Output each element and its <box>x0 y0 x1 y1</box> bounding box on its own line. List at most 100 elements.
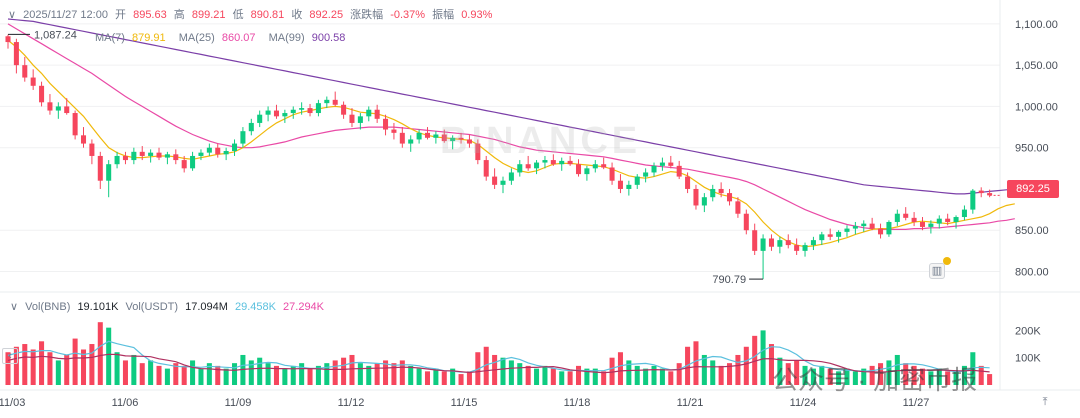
volume-bar <box>676 363 682 385</box>
ma25-line <box>7 23 1015 230</box>
volume-bar <box>500 357 506 385</box>
candle-body <box>827 234 833 237</box>
candle-body <box>173 154 179 161</box>
candle-body <box>341 104 347 115</box>
candle-body <box>290 109 296 114</box>
candle-body <box>39 85 45 103</box>
volume-bar <box>659 368 665 385</box>
open-value: 895.63 <box>133 9 167 21</box>
volume-bar <box>819 365 825 385</box>
volume-bar <box>106 327 112 385</box>
time-tick-label: 11/27 <box>903 397 930 409</box>
volume-bar <box>89 344 95 385</box>
candle-body <box>64 106 70 114</box>
mini-chart-icon[interactable]: ▥ <box>929 263 945 279</box>
volume-legend-row: ∨ Vol(BNB) 19.101K Vol(USDT) 17.094M 29.… <box>10 300 328 313</box>
candle-body <box>651 165 657 173</box>
candle-body <box>693 188 699 206</box>
volume-bar <box>752 335 758 385</box>
volume-bar <box>64 354 70 385</box>
volume-bar <box>634 365 640 385</box>
candle-body <box>894 213 900 222</box>
volume-bar <box>190 360 196 385</box>
volume-bar <box>39 341 45 385</box>
volume-bar <box>844 368 850 385</box>
volume-bar <box>424 371 431 385</box>
expand-icon[interactable]: ‹ <box>2 348 18 364</box>
volume-bar <box>601 371 607 385</box>
volume-bar <box>743 346 749 385</box>
volume-bar <box>13 346 19 385</box>
volume-bar <box>525 365 531 385</box>
ma25-value: 860.07 <box>221 32 256 44</box>
volume-bar <box>945 371 951 385</box>
candle-body <box>508 172 514 181</box>
candle-body <box>802 245 808 251</box>
candle-body <box>206 147 212 153</box>
candle-body <box>735 201 741 214</box>
collapse-toggle-icon[interactable]: ∨ <box>8 9 17 21</box>
volume-bar <box>701 354 707 385</box>
volume-bar <box>567 371 573 385</box>
price-tick-label: 1,050.00 <box>1015 60 1058 72</box>
candle-body <box>265 110 271 115</box>
candle-body <box>534 162 540 169</box>
volume-bar <box>173 363 179 385</box>
volume-bar <box>257 357 263 385</box>
candle-body <box>525 164 531 169</box>
candle-body <box>819 234 825 241</box>
candle-body <box>559 160 565 165</box>
candle-body <box>215 147 221 155</box>
chevron-down-icon[interactable]: ∨ <box>10 301 19 313</box>
price-tick-label: 1,100.00 <box>1015 19 1058 31</box>
candle-body <box>794 245 800 251</box>
candle-body <box>72 113 78 136</box>
candle-body <box>475 143 481 161</box>
candle-body <box>324 99 330 104</box>
candle-body <box>718 188 724 194</box>
candle-body <box>232 143 238 151</box>
close-value: 892.25 <box>309 9 344 21</box>
candle-body <box>768 238 774 247</box>
candle-body <box>374 109 380 119</box>
volume-bar <box>366 365 372 385</box>
candle-body <box>567 160 573 165</box>
volume-bar <box>894 354 900 385</box>
candle-body <box>685 176 691 189</box>
high-value: 899.21 <box>191 9 226 21</box>
volume-bar <box>72 338 78 385</box>
candle-body <box>47 102 53 111</box>
volume-bar <box>936 368 942 385</box>
candle-body <box>106 164 112 181</box>
candle-body <box>416 132 422 140</box>
volume-bar <box>273 365 279 385</box>
ma-legend-row: MA(7) 879.91 MA(25) 860.07 MA(99) 900.58 <box>95 32 349 44</box>
low-label: 低 <box>232 9 244 21</box>
candle-body <box>542 160 548 163</box>
volume-bar <box>248 360 254 385</box>
candle-body <box>139 151 145 156</box>
candle-body <box>131 151 137 161</box>
fit-icon[interactable]: ⤒ <box>1042 396 1048 408</box>
candle-body <box>273 110 279 117</box>
volume-bar <box>810 368 816 385</box>
volume-bar <box>198 368 204 385</box>
volume-bar <box>114 352 120 385</box>
candle-body <box>978 190 984 194</box>
candle-body <box>483 160 489 177</box>
volume-bar <box>399 360 405 385</box>
volume-bar <box>710 360 716 385</box>
candle-body <box>836 231 842 237</box>
volume-bar <box>315 365 321 385</box>
time-tick-label: 11/03 <box>0 397 25 409</box>
volume-bar <box>559 371 565 385</box>
volume-bar <box>299 363 305 385</box>
volume-bar <box>953 371 959 385</box>
ma25-path <box>7 23 1015 230</box>
candle-body <box>492 176 498 185</box>
candle-body <box>307 108 313 114</box>
volume-bar <box>282 368 288 385</box>
candle-body <box>391 129 397 133</box>
binance-logo-watermark: BINANCE <box>440 120 642 162</box>
